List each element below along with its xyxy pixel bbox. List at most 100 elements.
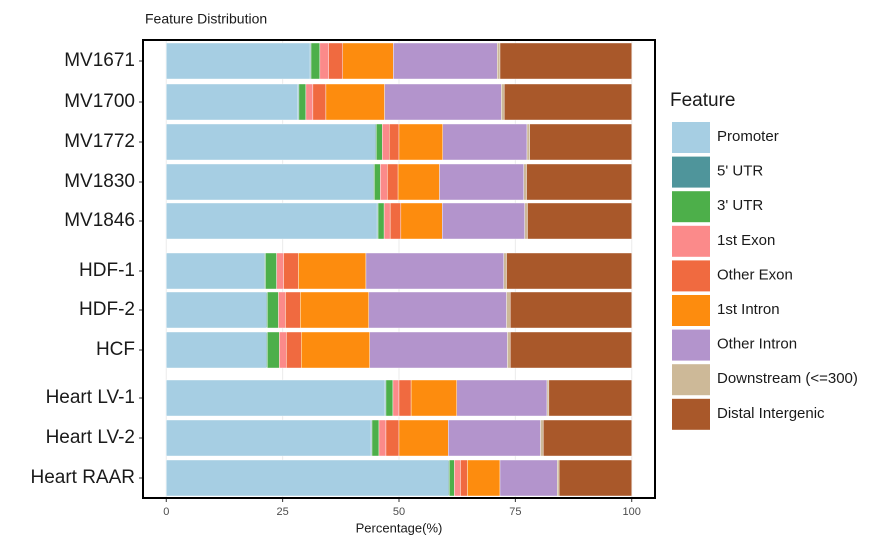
y-tick-label: MV1671: [64, 50, 135, 71]
bar-segment: [279, 331, 287, 369]
bar-segment: [378, 419, 387, 457]
bar-segment: [166, 331, 267, 369]
y-tick-label: HDF-1: [79, 260, 135, 281]
legend-key: [672, 398, 710, 430]
bar-segment: [439, 163, 524, 201]
legend-key: [672, 295, 710, 326]
bar-segment: [385, 379, 394, 417]
bar-segment: [375, 123, 383, 161]
legend-key: [672, 191, 710, 223]
bar-segment: [529, 123, 632, 161]
legend-label: Downstream (<=300): [717, 370, 858, 387]
bar-segment: [384, 83, 502, 121]
bar-segment: [510, 291, 632, 329]
legend-key: [672, 156, 710, 188]
y-tick-label: Heart LV-2: [46, 427, 135, 448]
bar-segment: [166, 123, 376, 161]
y-tick-label: HCF: [96, 339, 135, 360]
bar-segment: [546, 379, 550, 417]
bar-segment: [377, 202, 385, 240]
bar-segment: [374, 163, 381, 201]
bar-segment: [397, 163, 440, 201]
legend-label: 1st Intron: [717, 301, 780, 318]
legend-key: [672, 260, 710, 292]
bar-segment: [503, 252, 507, 290]
bar-segment: [389, 202, 402, 240]
y-tick-label: MV1700: [64, 91, 135, 112]
legend-label: Other Intron: [717, 336, 797, 353]
x-tick-label: 75: [509, 506, 521, 518]
bar-segment: [267, 331, 280, 369]
bar-segment: [166, 291, 267, 329]
bar-segment: [442, 202, 525, 240]
bar-segment: [301, 331, 370, 369]
bar-segment: [276, 252, 284, 290]
bar-segment: [398, 379, 412, 417]
bar-segment: [543, 419, 632, 457]
y-tick-label: MV1830: [64, 171, 135, 192]
bar-segment: [524, 202, 528, 240]
bar-segment: [393, 42, 498, 80]
y-tick-label: Heart LV-1: [46, 387, 135, 408]
bar-segment: [380, 163, 388, 201]
bar-segment: [410, 379, 457, 417]
bar-segment: [398, 123, 443, 161]
bar-segment: [166, 83, 299, 121]
bar-segment: [449, 459, 455, 497]
bar-segment: [283, 252, 299, 290]
bar-segment: [526, 123, 530, 161]
bar-segment: [456, 379, 548, 417]
y-tick-label: MV1772: [64, 131, 135, 152]
bar-segment: [506, 291, 511, 329]
bar-segment: [319, 42, 329, 80]
bar-segment: [166, 252, 265, 290]
bar-segment: [385, 419, 400, 457]
bar-segment: [342, 42, 394, 80]
bar-segment: [298, 252, 367, 290]
x-tick-label: 0: [163, 506, 169, 518]
bar-segment: [328, 42, 343, 80]
legend-key: [672, 329, 710, 361]
bar-segment: [442, 123, 528, 161]
bar-segment: [387, 163, 399, 201]
y-tick-label: HDF-2: [79, 299, 135, 320]
bar-segment: [300, 291, 369, 329]
x-tick-label: 50: [393, 506, 405, 518]
bar-segment: [506, 252, 632, 290]
bar-segment: [497, 42, 501, 80]
bar-segment: [267, 291, 279, 329]
legend-label: Other Exon: [717, 266, 793, 283]
legend-key: [672, 364, 710, 396]
bar-segment: [558, 459, 632, 497]
bar-segment: [548, 379, 632, 417]
legend-title: Feature: [670, 90, 735, 111]
bar-segment: [460, 459, 468, 497]
bar-segment: [312, 83, 327, 121]
legend-label: Distal Intergenic: [717, 405, 825, 422]
bar-segment: [265, 252, 277, 290]
bar-segment: [383, 202, 391, 240]
bar-segment: [526, 163, 632, 201]
bar-segment: [507, 331, 511, 369]
plot-frame: [142, 39, 656, 499]
bar-segment: [286, 331, 302, 369]
legend-key: [672, 122, 710, 153]
y-tick-label: Heart RAAR: [30, 467, 135, 488]
bar-segment: [540, 419, 544, 457]
legend-key: [672, 225, 710, 257]
y-tick-label: MV1846: [64, 210, 135, 231]
bar-segment: [392, 379, 400, 417]
bar-segment: [527, 202, 632, 240]
bar-segment: [523, 163, 527, 201]
bar-segment: [365, 252, 504, 290]
bar-segment: [278, 291, 286, 329]
bar-segment: [499, 42, 632, 80]
bar-segment: [503, 83, 632, 121]
x-tick-label: 100: [623, 506, 641, 518]
legend-label: 3' UTR: [717, 197, 763, 214]
bar-segment: [166, 459, 449, 497]
bar-segment: [499, 459, 558, 497]
legend-label: 1st Exon: [717, 232, 775, 249]
bar-segment: [448, 419, 541, 457]
